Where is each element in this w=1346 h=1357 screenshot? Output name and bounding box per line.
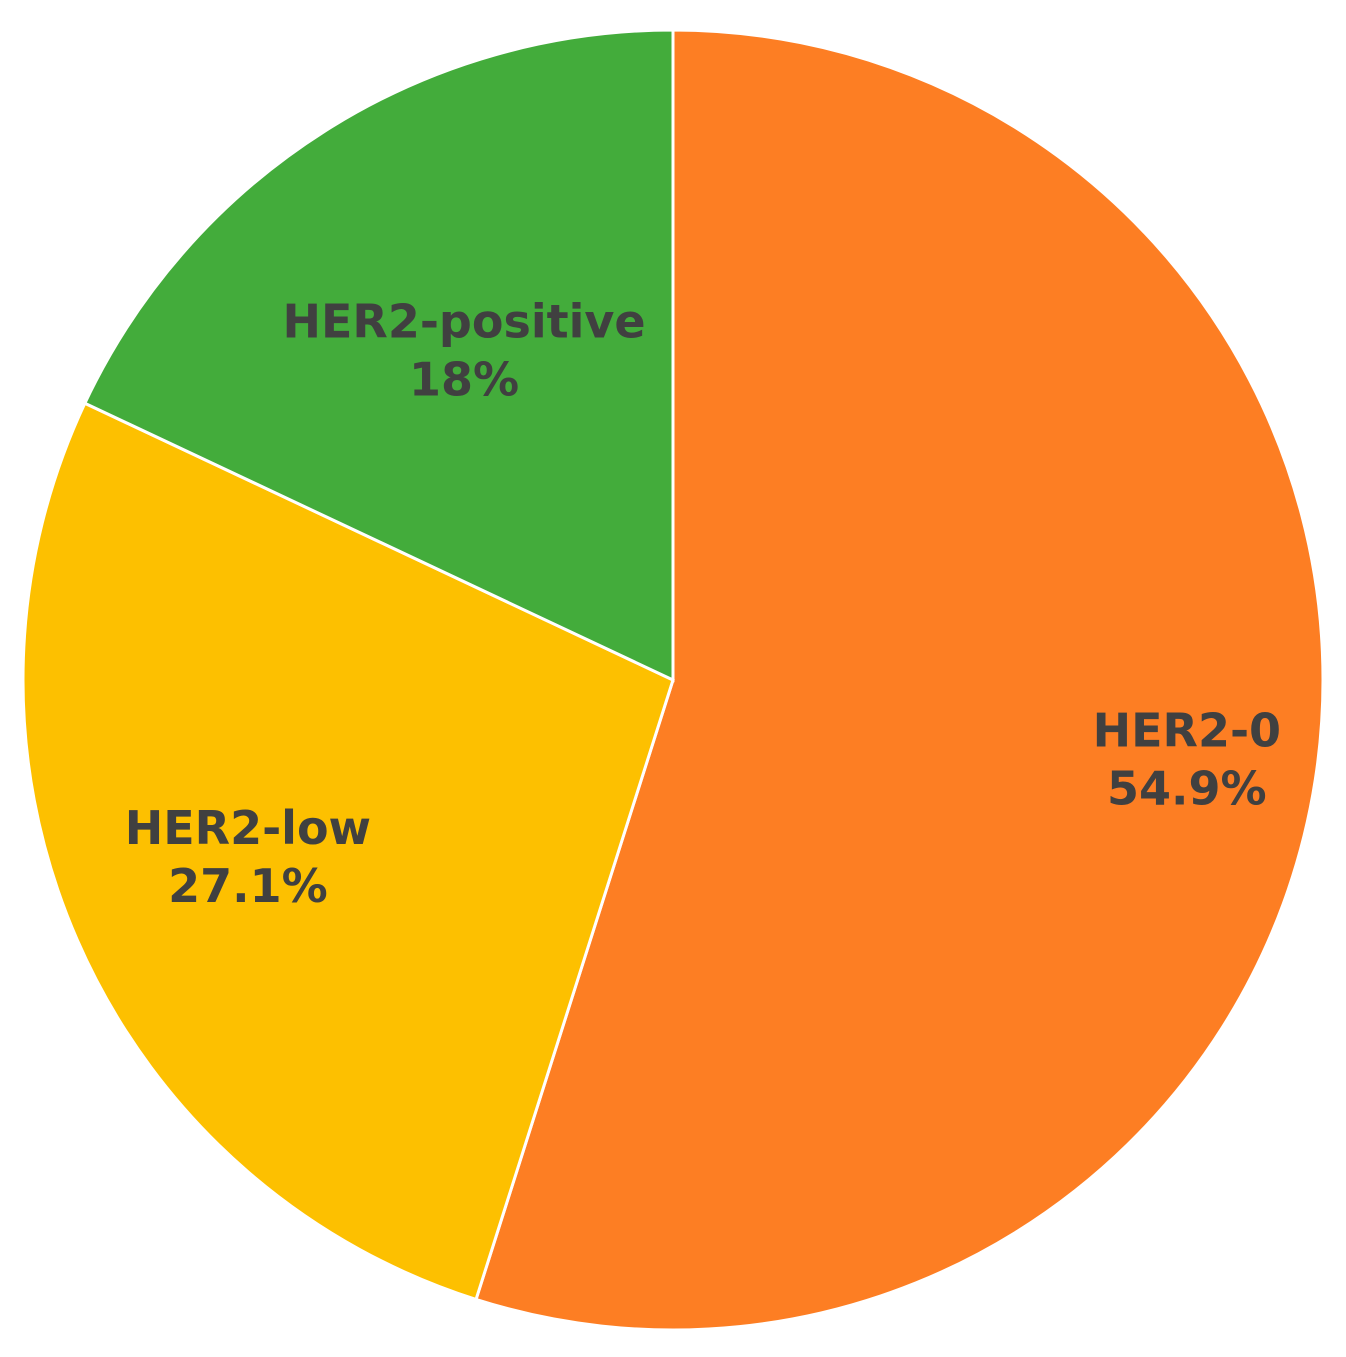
slice-value-label: 27.1% — [168, 859, 328, 913]
slice-category-label: HER2-0 — [1093, 704, 1281, 758]
pie-slice-her2-positive — [82, 28, 675, 683]
slice-value-label: 54.9% — [1107, 762, 1267, 816]
slice-category-label: HER2-low — [125, 801, 371, 855]
slice-value-label: 18% — [409, 353, 519, 407]
pie-slice-her2-0 — [474, 28, 1325, 1332]
slice-category-label: HER2-positive — [282, 295, 645, 349]
pie-slice-her2-low — [21, 401, 675, 1302]
